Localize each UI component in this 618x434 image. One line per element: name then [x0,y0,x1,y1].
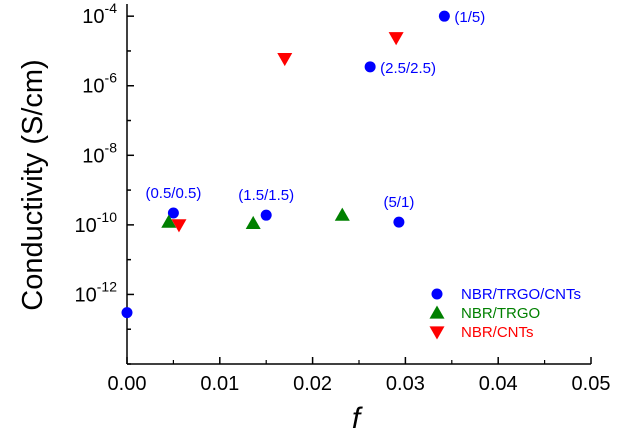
y-tick-label: 10-10 [75,209,118,237]
x-tick-label: 0.03 [386,373,425,395]
data-point [277,53,293,67]
y-tick-label: 10-4 [82,0,117,28]
data-label: (1.5/1.5) [238,187,294,204]
data-point [161,214,177,228]
axes [126,4,592,365]
x-axis-title: f [352,402,363,434]
x-tick-label: 0.01 [200,373,239,395]
data-label: (0.5/0.5) [145,185,201,202]
data-point [438,10,450,22]
data-point [245,215,261,230]
data-point [171,219,187,233]
y-tick-label: 10-12 [75,278,118,306]
legend: NBR/TRGO/CNTs NBR/TRGO NBR/CNTs [429,286,581,341]
x-tick-label: 0.04 [479,373,518,395]
data-point [388,32,404,46]
x-tick-label: 0.00 [108,373,147,395]
legend-marker [431,288,443,300]
data-point [121,307,133,319]
legend-marker [429,326,445,340]
tick-labels: 0.00 0.01 0.02 0.03 0.04 0.05 10-12 10-10 10-8 10… [75,0,611,395]
legend-label: NBR/CNTs [461,324,534,341]
legend-marker [429,305,445,319]
data-label: (1/5) [454,9,485,26]
data-point [260,209,272,221]
x-tick-label: 0.05 [572,373,611,395]
legend-label: NBR/TRGO/CNTs [461,286,581,303]
y-tick-label: 10-6 [82,70,117,98]
x-tick-label: 0.02 [293,373,332,395]
data-point [364,61,376,73]
data-label: (5/1) [383,194,414,211]
data-label: (2.5/2.5) [380,60,436,77]
data-point [393,216,405,228]
data-points [121,10,450,319]
data-point [334,207,350,221]
data-point [167,207,179,219]
y-tick-label: 10-8 [82,139,117,167]
y-axis-title: Conductivity (S/cm) [17,59,49,310]
point-annotations: (0.5/0.5) (1.5/1.5) (2.5/2.5) (5/1) (1/5) [145,9,485,211]
legend-label: NBR/TRGO [461,305,540,322]
